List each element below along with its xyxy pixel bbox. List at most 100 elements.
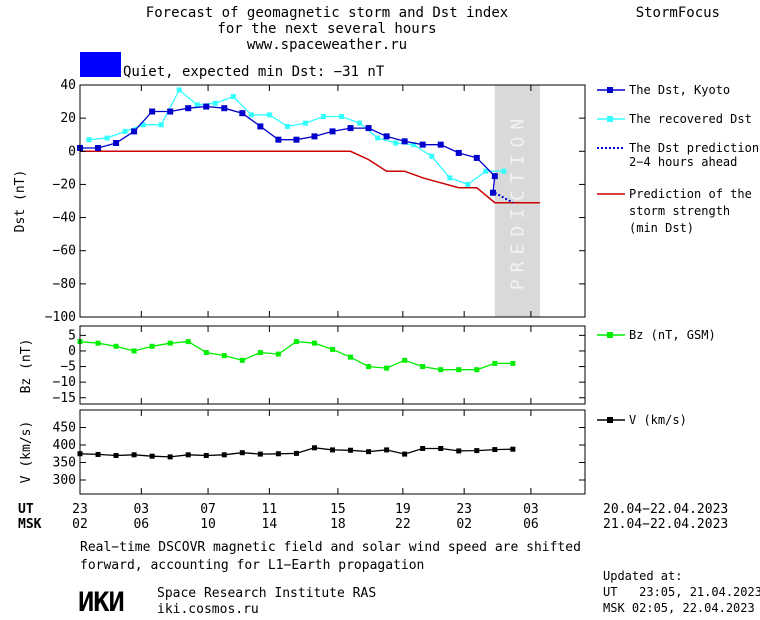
v-point xyxy=(402,451,408,457)
dst-ytick-label: 40 xyxy=(60,78,76,93)
iki-logo: ИКИ xyxy=(78,587,124,618)
footer-note-2: forward, accounting for L1−Earth propaga… xyxy=(80,558,424,573)
dst-kyoto-point xyxy=(167,108,174,115)
v-point xyxy=(311,445,317,451)
dst-kyoto-point xyxy=(131,128,138,135)
dst-kyoto-point xyxy=(221,105,228,112)
bz-ytick-label: −10 xyxy=(53,375,76,390)
dst-panel: PREDICTION 40 20 0 −20 −40 −60 −80 −100 Dst (nT… xyxy=(13,78,586,325)
ut-tick-label: 11 xyxy=(262,502,278,517)
v-point xyxy=(456,448,462,454)
bz-point xyxy=(366,364,372,370)
recovered-dst-point xyxy=(104,135,110,141)
updated-msk: MSK 02:05, 22.04.2023 xyxy=(603,601,755,615)
title-url: www.spaceweather.ru xyxy=(247,37,407,53)
msk-tick-label: 06 xyxy=(133,517,149,532)
dst-kyoto-point xyxy=(401,138,408,145)
bz-point xyxy=(474,367,480,373)
dst-kyoto-point xyxy=(95,144,102,151)
bz-point xyxy=(149,343,155,349)
footer-note-1: Real−time DSCOVR magnetic field and sola… xyxy=(80,540,581,555)
bz-point xyxy=(438,367,444,373)
dst-ytick-label: 20 xyxy=(60,111,76,126)
v-ytick-label: 350 xyxy=(53,456,76,471)
dst-ytick-label: −100 xyxy=(45,310,76,325)
msk-tick-label: 18 xyxy=(330,517,346,532)
v-point xyxy=(438,446,444,451)
dst-ytick-label: −60 xyxy=(53,244,76,259)
legend: The Dst, Kyoto The recovered Dst The Dst… xyxy=(597,83,759,427)
ut-tick-label: 23 xyxy=(456,502,472,517)
institute-site: iki.cosmos.ru xyxy=(157,602,259,617)
legend-prediction-2: 2−4 hours ahead xyxy=(629,155,737,169)
recovered-dst-line xyxy=(88,88,504,186)
v-point xyxy=(95,451,101,457)
institute-name: Space Research Institute RAS xyxy=(157,586,376,601)
v-point xyxy=(492,447,498,453)
v-point xyxy=(275,451,281,457)
v-ytick-label: 300 xyxy=(53,473,76,488)
ut-tick-label: 03 xyxy=(133,502,149,517)
title-line-2: for the next several hours xyxy=(217,21,436,37)
legend-kyoto-marker xyxy=(607,87,613,93)
status-badge xyxy=(80,52,121,77)
dst-ylabel: Dst (nT) xyxy=(13,170,28,233)
dst-ytick-label: −80 xyxy=(53,277,76,292)
recovered-dst-point xyxy=(230,94,236,100)
prediction-zone-label: PREDICTION xyxy=(507,112,528,290)
bz-ytick-label: −5 xyxy=(60,360,76,375)
v-point xyxy=(203,453,209,458)
bz-frame xyxy=(79,325,586,405)
ut-tick-label: 19 xyxy=(395,502,411,517)
msk-tick-label: 06 xyxy=(523,517,539,532)
v-frame xyxy=(79,409,586,495)
dst-prediction-line xyxy=(494,191,514,204)
dst-frame xyxy=(79,84,586,318)
bz-point xyxy=(402,357,408,363)
v-point xyxy=(185,452,191,458)
title-line-1: Forecast of geomagnetic storm and Dst in… xyxy=(146,5,508,21)
dst-kyoto-point xyxy=(293,136,300,143)
bz-point xyxy=(330,346,335,352)
recovered-dst-point xyxy=(194,102,200,108)
recovered-dst-point xyxy=(266,112,272,118)
ut-date-range: 20.04−22.04.2023 xyxy=(603,502,728,517)
prediction-zone xyxy=(494,85,540,317)
v-panel: 450 400 350 300 V (km/s) xyxy=(19,409,586,495)
bz-point xyxy=(456,367,462,373)
bz-ytick-label: 5 xyxy=(68,328,76,343)
updated-ut: UT 23:05, 21.04.2023 xyxy=(603,585,760,599)
bz-point xyxy=(239,357,245,363)
dst-kyoto-point xyxy=(347,125,354,132)
recovered-dst-point xyxy=(429,153,435,159)
recovered-dst-point xyxy=(465,181,471,187)
recovered-dst-point xyxy=(411,142,417,148)
status-text: Quiet, expected min Dst: −31 nT xyxy=(123,64,385,80)
dst-kyoto-point xyxy=(311,133,318,140)
recovered-dst-point xyxy=(140,122,146,128)
bz-line xyxy=(79,340,513,371)
v-point xyxy=(149,453,155,459)
dst-kyoto-point xyxy=(383,133,390,140)
dst-kyoto-point xyxy=(419,141,426,148)
recovered-dst-point xyxy=(501,168,507,174)
dst-kyoto-point xyxy=(455,149,462,156)
bz-point xyxy=(185,339,191,345)
v-point xyxy=(510,446,516,452)
bz-point xyxy=(167,340,173,346)
msk-tick-label: 02 xyxy=(72,517,88,532)
v-ytick-label: 400 xyxy=(53,438,76,453)
bz-ylabel: Bz (nT) xyxy=(19,339,34,394)
legend-v-marker xyxy=(607,417,613,423)
v-ytick-label: 450 xyxy=(53,421,76,436)
bz-point xyxy=(348,354,354,360)
dst-kyoto-point xyxy=(203,103,210,110)
bz-ytick-label: 0 xyxy=(68,344,76,359)
recovered-dst-point xyxy=(212,100,218,106)
msk-tick-label: 02 xyxy=(456,517,472,532)
bz-point xyxy=(221,353,227,359)
brand-name: StormFocus xyxy=(636,5,720,21)
bz-ytick-label: −15 xyxy=(53,391,76,406)
v-point xyxy=(257,451,263,457)
